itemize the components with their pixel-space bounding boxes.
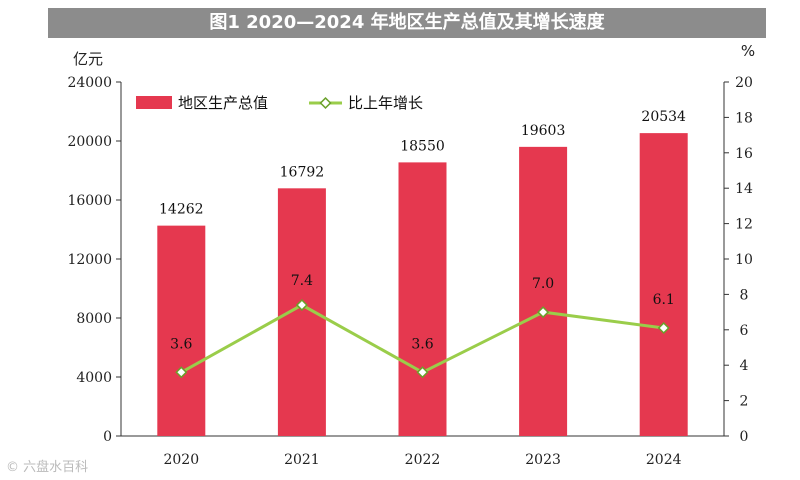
bar — [277, 188, 326, 436]
y-left-tick-label: 24000 — [67, 75, 112, 91]
bar — [639, 133, 688, 436]
x-tick-label: 2021 — [284, 452, 320, 468]
growth-value-label: 3.6 — [170, 336, 192, 352]
legend-swatch-marker — [319, 96, 332, 110]
watermark-text: © 六盘水百科 — [6, 460, 89, 475]
growth-point — [657, 322, 670, 335]
bar-value-label: 14262 — [159, 202, 204, 218]
y-left-tick-label: 20000 — [67, 134, 112, 150]
growth-point — [295, 299, 308, 312]
legend-label-bar: 地区生产总值 — [178, 94, 268, 112]
y-right-tick-label: 12 — [735, 217, 753, 233]
y-left-unit-label: 亿元 — [73, 50, 103, 68]
y-right-tick-label: 14 — [735, 181, 753, 197]
growth-point — [175, 366, 188, 379]
bar-value-label: 18550 — [400, 138, 445, 154]
x-tick-label: 2020 — [163, 452, 199, 468]
x-tick-label: 2022 — [405, 452, 441, 468]
y-right-tick-label: 4 — [740, 358, 749, 374]
y-right-tick-label: 6 — [740, 323, 749, 339]
bar — [157, 225, 206, 436]
y-right-tick-label: 18 — [735, 110, 753, 126]
growth-value-label: 7.4 — [291, 273, 313, 289]
bar — [398, 162, 447, 436]
y-right-tick-label: 20 — [735, 75, 753, 91]
growth-value-label: 3.6 — [411, 336, 433, 352]
y-left-tick-label: 16000 — [67, 193, 112, 209]
y-right-unit-label: % — [741, 42, 755, 60]
x-tick-label: 2023 — [525, 452, 561, 468]
y-right-tick-label: 10 — [735, 252, 753, 268]
x-tick-label: 2024 — [646, 452, 682, 468]
growth-value-label: 7.0 — [532, 276, 554, 292]
y-right-tick-label: 0 — [740, 429, 749, 445]
y-left-tick-label: 0 — [103, 429, 112, 445]
legend-swatch-bar — [136, 96, 172, 109]
y-left-tick-label: 4000 — [76, 370, 112, 386]
growth-value-label: 6.1 — [653, 292, 675, 308]
chart-title: 图1 2020—2024 年地区生产总值及其增长速度 — [48, 8, 766, 38]
bar-value-label: 19603 — [521, 123, 566, 139]
legend-label-line: 比上年增长 — [348, 94, 423, 112]
y-left-tick-label: 12000 — [67, 252, 112, 268]
y-right-tick-label: 2 — [740, 394, 749, 410]
growth-point — [416, 366, 429, 379]
bar — [519, 146, 568, 436]
y-right-tick-label: 8 — [740, 287, 749, 303]
y-left-tick-label: 8000 — [76, 311, 112, 327]
bar-value-label: 16792 — [280, 164, 325, 180]
y-right-tick-label: 16 — [735, 146, 753, 162]
bar-value-label: 20534 — [641, 109, 686, 125]
growth-point — [537, 306, 550, 319]
